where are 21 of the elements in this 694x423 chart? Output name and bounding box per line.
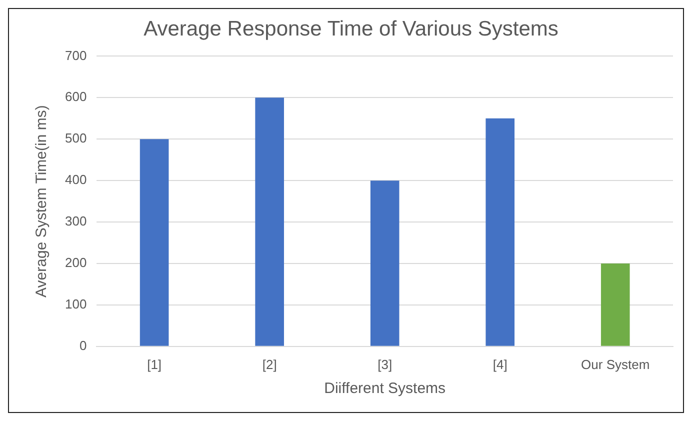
x-tick-label: [2]: [262, 356, 277, 372]
y-tick-label: 0: [79, 338, 87, 353]
y-axis-title: Average System Time(in ms): [33, 105, 50, 298]
y-tick-label: 100: [64, 296, 87, 312]
y-tick-label: 700: [64, 48, 87, 63]
y-tick-label: 300: [64, 214, 87, 229]
y-tick-label: 500: [64, 130, 87, 146]
bar: [370, 180, 400, 346]
bar: [486, 118, 515, 346]
y-tick-label: 400: [64, 172, 87, 188]
bar: [600, 263, 630, 346]
x-tick-label: [3]: [378, 356, 392, 372]
chart-title: Average Response Time of Various Systems: [144, 17, 558, 40]
x-tick-label: Our System: [581, 356, 650, 372]
x-tick-label: [4]: [492, 356, 508, 372]
bar: [255, 98, 284, 346]
x-tick-label: [1]: [147, 356, 162, 372]
bar: [140, 139, 169, 346]
y-tick-label: 600: [64, 89, 87, 104]
y-tick-label: 200: [64, 255, 87, 270]
x-axis-title: Diifferent Systems: [324, 380, 446, 398]
